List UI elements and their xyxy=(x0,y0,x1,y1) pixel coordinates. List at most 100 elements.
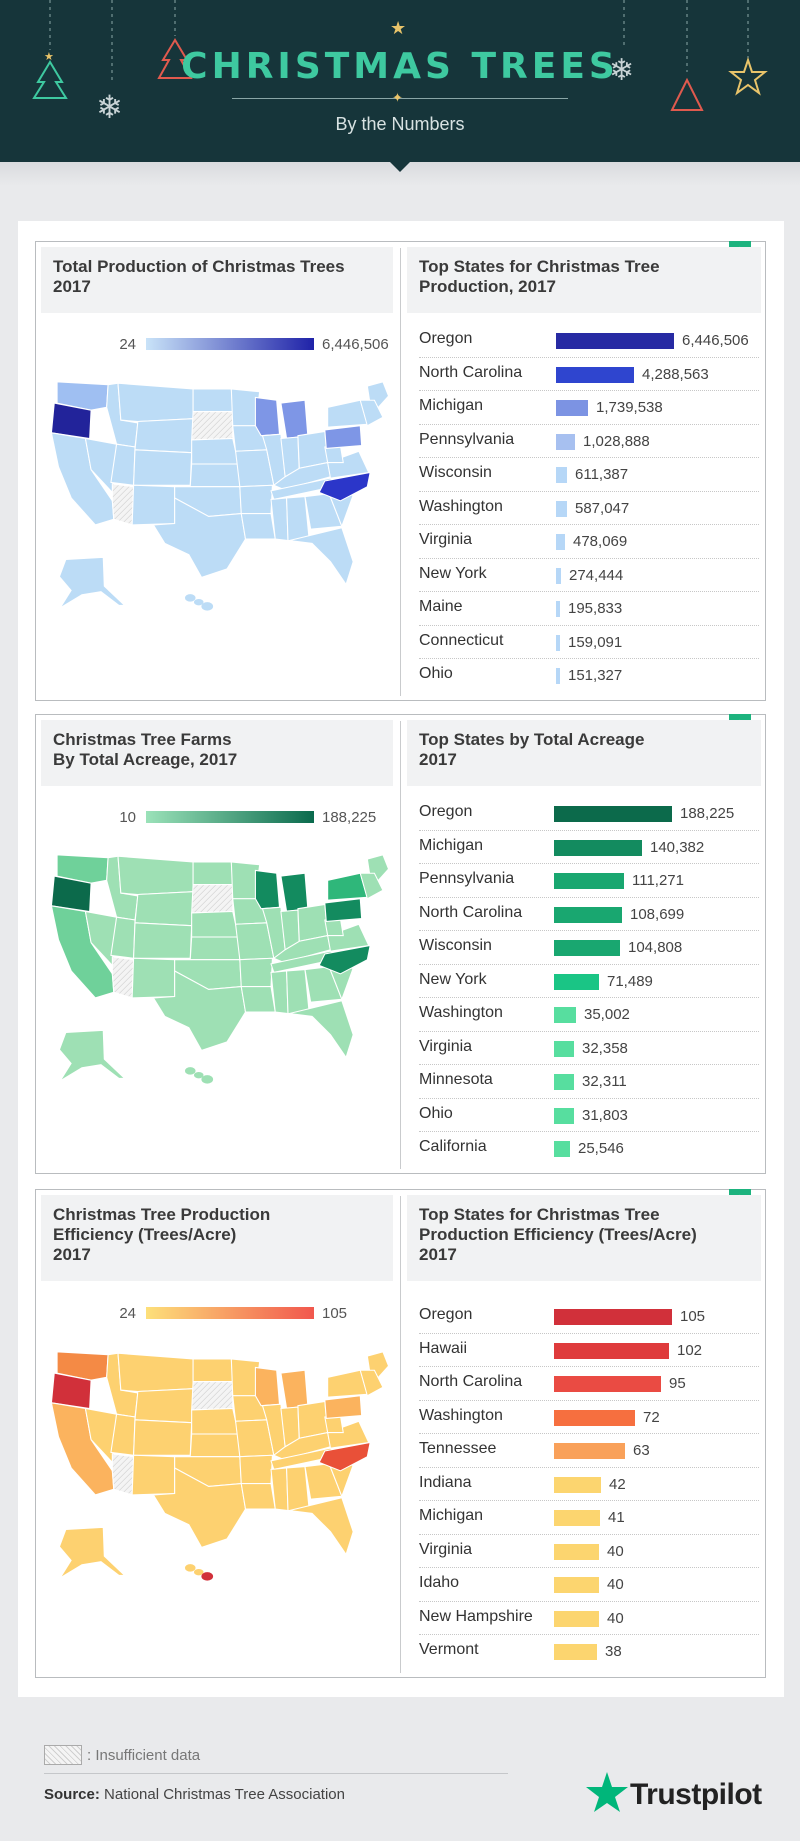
value-bar xyxy=(556,467,567,483)
ornament-snowflake-icon: ❄ xyxy=(96,0,123,125)
legend-gradient xyxy=(146,338,314,350)
ranking-row: Oregon 6,446,506 xyxy=(419,324,759,358)
map-legend: 24 6,446,506 xyxy=(96,334,416,354)
ranking-row: Connecticut 159,091 xyxy=(419,626,759,659)
map-state-hi-island xyxy=(193,598,204,606)
value-bar xyxy=(554,1409,635,1426)
panel-divider xyxy=(400,721,401,1169)
state-label: Pennsylvania xyxy=(419,870,515,887)
map-title-line: Efficiency (Trees/Acre) xyxy=(53,1225,237,1244)
map-state-nm xyxy=(131,957,176,999)
ranking-row: Vermont 38 xyxy=(419,1635,759,1669)
value-label: 40 xyxy=(607,1542,624,1560)
map-state-az xyxy=(111,1453,135,1496)
map-state-ak xyxy=(59,1527,126,1578)
ranking-row: Indiana 42 xyxy=(419,1468,759,1501)
state-label: Virginia xyxy=(419,1037,473,1055)
map-state-ne xyxy=(191,437,240,465)
state-label: Vermont xyxy=(419,1641,479,1658)
map-state-tx xyxy=(152,1467,247,1548)
state-label: North Carolina xyxy=(419,363,523,381)
us-choropleth-map xyxy=(50,1351,390,1581)
map-state-mt xyxy=(117,382,194,423)
state-label: New Hampshire xyxy=(419,1607,533,1625)
map-state-ne xyxy=(191,910,240,938)
ranking-row: Washington 72 xyxy=(419,1401,759,1434)
list-title-line: Production, 2017 xyxy=(419,277,556,296)
state-label: North Carolina xyxy=(419,903,523,921)
state-label: Hawaii xyxy=(419,1339,468,1357)
map-state-wi xyxy=(254,396,281,437)
ranking-row: Wisconsin 104,808 xyxy=(419,931,759,965)
list-title: Top States for Christmas Tree Production … xyxy=(407,1195,761,1281)
value-label: 35,002 xyxy=(584,1006,630,1023)
value-label: 478,069 xyxy=(573,533,628,550)
value-label: 40 xyxy=(607,1576,624,1593)
map-state-pa xyxy=(324,425,363,449)
list-title-line: 2017 xyxy=(419,1245,457,1264)
state-label: Indiana xyxy=(419,1473,472,1491)
ranking-row: Virginia 478,069 xyxy=(419,525,759,559)
state-label: Oregon xyxy=(419,330,473,347)
map-state-pa xyxy=(324,898,363,922)
us-choropleth-map xyxy=(50,854,390,1084)
page-subtitle: By the Numbers xyxy=(335,114,465,134)
map-title-line: By Total Acreage, 2017 xyxy=(53,750,238,769)
trustpilot-logo: Trustpilot xyxy=(630,1778,762,1811)
value-bar xyxy=(556,567,561,584)
map-state-or xyxy=(50,875,92,913)
map-state-pa xyxy=(324,1395,363,1419)
list-title-line: 2017 xyxy=(419,750,457,769)
map-container xyxy=(50,1349,390,1659)
legend-max: 105 xyxy=(322,1305,348,1322)
source-label: Source: xyxy=(44,1786,100,1803)
map-state-va xyxy=(327,450,370,479)
map-state-tx xyxy=(152,970,247,1051)
value-label: 6,446,506 xyxy=(682,332,749,349)
ranking-row: Ohio 151,327 xyxy=(419,659,759,693)
ornament-red-triangle-icon xyxy=(670,0,704,111)
map-state-sd xyxy=(191,411,234,441)
legend-max: 188,225 xyxy=(322,809,377,826)
value-bar xyxy=(554,1007,576,1023)
map-state-ne_states xyxy=(359,872,384,900)
value-label: 111,271 xyxy=(632,872,684,889)
ranking-row: Michigan 1,739,538 xyxy=(419,391,759,425)
ranking-row: Virginia 32,358 xyxy=(419,1032,759,1065)
ranking-row: Wisconsin 611,387 xyxy=(419,458,759,492)
source-note: Source: National Christmas Tree Associat… xyxy=(44,1786,345,1803)
ranking-row: Washington 35,002 xyxy=(419,998,759,1032)
map-state-hi-island xyxy=(201,602,214,611)
map-state-la xyxy=(240,513,276,540)
state-label: Idaho xyxy=(419,1574,460,1591)
map-state-wa xyxy=(56,1351,109,1381)
ornament-tree-icon: ★ xyxy=(32,0,68,99)
map-title: Total Production of Christmas Trees 2017 xyxy=(41,247,393,313)
map-state-ak xyxy=(59,557,126,608)
value-bar xyxy=(554,1309,672,1325)
value-bar xyxy=(554,973,599,990)
value-bar xyxy=(554,839,642,856)
map-state-mi xyxy=(280,872,309,913)
state-label: Virginia xyxy=(419,531,473,548)
state-label: Pennsylvania xyxy=(419,430,515,448)
value-label: 25,546 xyxy=(578,1140,624,1157)
ranking-row: New Hampshire 40 xyxy=(419,1602,759,1635)
value-bar xyxy=(556,601,560,617)
map-state-ar xyxy=(239,484,273,515)
value-label: 95 xyxy=(669,1375,686,1392)
ranking-row: North Carolina 108,699 xyxy=(419,898,759,931)
value-label: 42 xyxy=(609,1475,626,1493)
map-state-or xyxy=(50,402,92,440)
ranking-row: Maine 195,833 xyxy=(419,592,759,626)
map-state-wi xyxy=(254,869,281,910)
title-star-icon: ★ xyxy=(390,18,407,38)
ranking-row: North Carolina 4,288,563 xyxy=(419,358,759,391)
value-bar xyxy=(556,333,674,349)
value-label: 71,489 xyxy=(607,972,653,990)
state-label: Wisconsin xyxy=(419,464,492,481)
ranking-row: Washington 587,047 xyxy=(419,492,759,525)
map-state-mt xyxy=(117,1352,194,1393)
value-label: 105 xyxy=(680,1308,706,1325)
